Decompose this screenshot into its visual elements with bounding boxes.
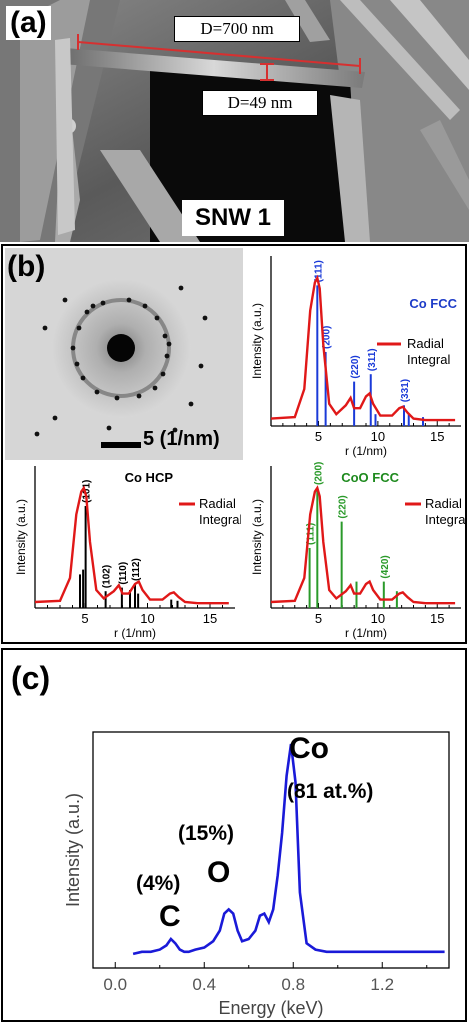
peak-label: (200): [322, 326, 333, 349]
diffraction-spot: [80, 375, 86, 381]
peak-label: (111): [313, 260, 324, 282]
panel-label-b: (b): [7, 250, 46, 283]
co-fcc-chart: 5 10 15 r (1/nm) Intensity (a.u.) (111) (200) (…: [250, 256, 461, 458]
peak-label: (112): [131, 558, 142, 581]
x-tick-label: 15: [430, 429, 444, 444]
x-tick-label: 5: [315, 429, 322, 444]
scale-bar: [101, 442, 141, 448]
peak-label: (110): [118, 562, 129, 585]
diffraction-spot: [202, 315, 208, 321]
eds-spectrum-line: [132, 743, 445, 956]
diffraction-panel: (b) 5 (1/nm) 5 10 15 r (1/nm) Intensity (a.u…: [1, 244, 467, 644]
x-tick-label: 15: [430, 611, 444, 626]
diffraction-spot: [52, 415, 58, 421]
annotation-o-amount: (15%): [178, 822, 234, 845]
radial-integral-line: [270, 485, 456, 605]
x-tick-label: 0.4: [192, 975, 216, 994]
coo-fcc-chart: 5 10 15 r (1/nm) Intensity (a.u.) (111) (200) (…: [250, 462, 467, 640]
annotation-co-amount: (81 at.%): [287, 780, 373, 803]
x-tick-label: 10: [371, 611, 385, 626]
diffraction-spot: [74, 361, 80, 367]
legend-label: Radial: [199, 496, 236, 511]
x-axis-label: r (1/nm): [114, 626, 156, 640]
x-axis-label: Energy (keV): [218, 998, 323, 1018]
annotation-c: C: [159, 900, 181, 933]
x-axis-label: r (1/nm): [345, 626, 387, 640]
x-tick-label: 5: [81, 611, 88, 626]
diameter-label: D=49 nm: [202, 90, 318, 116]
annotation-o: O: [207, 856, 230, 889]
y-axis-label: Intensity (a.u.): [63, 793, 83, 907]
diffraction-spot: [160, 371, 166, 377]
diffraction-spot: [126, 297, 132, 303]
diffraction-spot: [100, 300, 106, 306]
peak-label: (331): [400, 379, 411, 402]
annotation-co: Co: [289, 732, 329, 765]
diffraction-spot: [42, 325, 48, 331]
diffraction-spot: [152, 385, 158, 391]
scale-bar-label: 5 (1/nm): [143, 428, 220, 450]
peak-label: (311): [367, 348, 378, 371]
panel-label-a: (a): [6, 6, 51, 40]
eds-spectrum-chart: 0.0 0.4 0.8 1.2 Energy (keV) Intensity (a.u.)…: [63, 731, 450, 1018]
peak-label: (101): [82, 480, 93, 503]
y-axis-label: Intensity (a.u.): [14, 499, 28, 575]
x-tick-label: 10: [140, 611, 154, 626]
legend-label: Integral: [199, 512, 241, 527]
sem-image-panel: (a) D=700 nm D=49 nm SNW 1: [0, 0, 469, 242]
diffraction-spot: [178, 285, 184, 291]
diffraction-spot: [34, 431, 40, 437]
diffraction-spot: [142, 303, 148, 309]
annotation-c-amount: (4%): [136, 872, 180, 895]
diffraction-spot: [84, 309, 90, 315]
diffraction-spot: [164, 353, 170, 359]
diffraction-pattern-image: [5, 248, 243, 460]
diffraction-spot: [154, 315, 160, 321]
sample-name: SNW 1: [182, 200, 284, 236]
y-axis-label: Intensity (a.u.): [250, 499, 264, 575]
peak-label: (220): [350, 355, 361, 378]
eds-panel: (c) 0.0 0.4 0.8 1.2 Energy (keV) Intensity (a…: [1, 648, 467, 1022]
radial-integral-line: [34, 485, 229, 605]
plot-frame: [92, 731, 450, 969]
legend-label: Radial: [407, 336, 444, 351]
peak-label: (420): [380, 555, 391, 578]
diffraction-spot: [172, 427, 178, 433]
peak-label: (111): [306, 523, 317, 545]
diffraction-spot: [162, 333, 168, 339]
diffraction-spot: [90, 303, 96, 309]
y-axis-label: Intensity (a.u.): [250, 303, 264, 379]
peak-label: (102): [102, 565, 113, 588]
x-tick-label: 1.2: [370, 975, 394, 994]
diffraction-spot: [198, 363, 204, 369]
chart-title: Co HCP: [125, 470, 174, 485]
legend-label: Integral: [425, 512, 467, 527]
diffraction-spot: [70, 345, 76, 351]
diffraction-spot: [188, 401, 194, 407]
diffraction-spot: [136, 393, 142, 399]
chart-title: CoO FCC: [341, 470, 399, 485]
radial-integral-line: [270, 274, 456, 422]
diffraction-spot: [94, 389, 100, 395]
x-tick-label: 15: [203, 611, 217, 626]
diffraction-spot: [76, 325, 82, 331]
chart-title: Co FCC: [409, 296, 457, 311]
legend-label: Radial: [425, 496, 462, 511]
x-tick-label: 0.8: [281, 975, 305, 994]
peak-label: (200): [313, 462, 324, 485]
peak-label: (220): [338, 495, 349, 518]
x-tick-label: 0.0: [103, 975, 127, 994]
diffraction-spot: [62, 297, 68, 303]
diffraction-spot: [106, 425, 112, 431]
diffraction-spot: [114, 395, 120, 401]
length-label: D=700 nm: [174, 16, 300, 42]
diffraction-spot: [166, 341, 172, 347]
x-tick-label: 5: [315, 611, 322, 626]
x-axis-label: r (1/nm): [345, 444, 387, 458]
panel-label-c: (c): [11, 660, 51, 696]
x-tick-label: 10: [371, 429, 385, 444]
co-hcp-chart: 5 10 15 r (1/nm) Intensity (a.u.) (101) (102) (…: [14, 466, 241, 640]
legend-label: Integral: [407, 352, 450, 367]
